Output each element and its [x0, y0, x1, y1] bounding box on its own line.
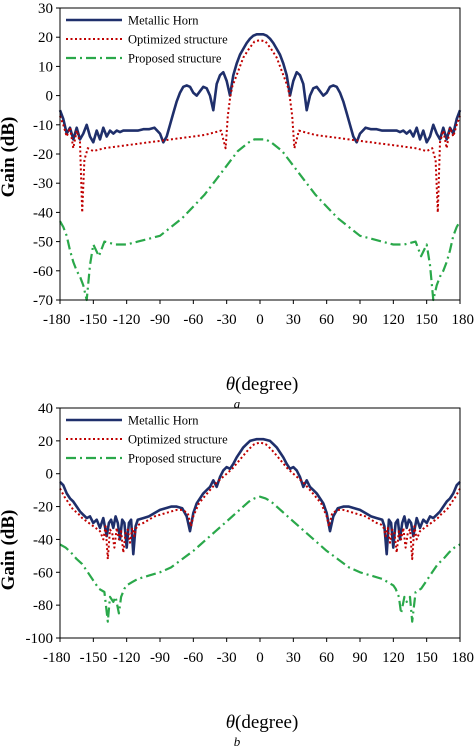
chart-b-y-tick-label: -80	[33, 598, 53, 614]
chart-b-x-tick-label: -150	[80, 650, 108, 666]
chart-b-x-tick-label: -180	[43, 650, 71, 666]
chart-b-x-tick-label: 30	[286, 650, 301, 666]
chart-a-legend-label: Optimized structure	[128, 33, 228, 47]
chart-a-x-tick-label: -30	[217, 312, 237, 328]
chart-b-x-tick-label: -30	[217, 650, 237, 666]
chart-b-legend-label: Optimized structure	[128, 433, 228, 447]
chart-b-y-axis-label: Gain (dB)	[0, 510, 19, 591]
chart-b-y-tick-label: -60	[33, 565, 53, 581]
chart-a-x-tick-label: 60	[319, 312, 334, 328]
chart-a-x-tick-label: 120	[382, 312, 405, 328]
chart-b-x-tick-label: -120	[113, 650, 141, 666]
chart-b-y-tick-label: 20	[38, 434, 53, 450]
chart-a-x-tick-label: -60	[183, 312, 203, 328]
chart-a-x-tick-label: 30	[286, 312, 301, 328]
chart-b-y-tick-label: 40	[38, 401, 53, 417]
chart-a-y-axis-label: Gain (dB)	[0, 117, 19, 198]
chart-a-x-tick-label: 90	[353, 312, 368, 328]
chart-b-x-axis-label: θ(degree)	[226, 712, 299, 733]
chart-b-x-tick-label: 150	[415, 650, 438, 666]
chart-b: Gain (dB) θ(degree) b -100 -80 -60 -40 -20 0 2…	[0, 401, 474, 749]
chart-a-y-tick-label: 10	[38, 59, 53, 75]
chart-a-x-axis-label: θ(degree)	[226, 374, 299, 395]
chart-a-caption: a	[234, 396, 241, 411]
chart-a-legend-label: Metallic Horn	[128, 14, 199, 28]
chart-a-y-tick-label: -50	[33, 235, 53, 251]
chart-b-legend-label: Metallic Horn	[128, 414, 199, 428]
chart-a: Gain (dB) θ(degree) a -70 -60 -50 -40 -30 -20…	[0, 1, 474, 411]
chart-a-y-tick-label: -10	[33, 118, 53, 134]
chart-a-x-tick-label: 150	[415, 312, 438, 328]
chart-a-y-tick-label: -60	[33, 264, 53, 280]
chart-a-x-tick-label: -120	[113, 312, 141, 328]
chart-b-x-tick-label: 120	[382, 650, 405, 666]
chart-a-x-tick-label: -150	[80, 312, 108, 328]
chart-a-x-tick-label: -90	[150, 312, 170, 328]
chart-a-x-tick-label: 180	[452, 312, 474, 328]
chart-a-y-tick-label: 0	[46, 89, 54, 105]
chart-a-y-tick-label: 30	[38, 1, 53, 17]
x-axis-unit: (degree)	[235, 374, 298, 395]
chart-b-y-tick-label: -20	[33, 500, 53, 516]
chart-b-y-tick-label: 0	[46, 467, 54, 483]
theta-symbol: θ	[226, 374, 235, 395]
chart-a-y-tick-label: -20	[33, 147, 53, 163]
chart-b-legend-label: Proposed structure	[128, 452, 222, 466]
chart-b-caption: b	[234, 734, 241, 749]
chart-b-y-tick-label: -100	[26, 631, 54, 647]
chart-a-y-tick-label: 20	[38, 30, 53, 46]
chart-a-series-metallic-horn	[58, 33, 462, 144]
chart-b-x-tick-label: -60	[183, 650, 203, 666]
chart-a-y-tick-label: -70	[33, 293, 53, 309]
theta-symbol: θ	[226, 712, 235, 733]
chart-a-series-proposed-structure	[59, 138, 461, 302]
chart-a-series-optimized-structure	[59, 39, 461, 214]
chart-b-x-tick-label: -90	[150, 650, 170, 666]
chart-b-series-optimized-structure	[59, 441, 461, 561]
chart-b-x-tick-label: 180	[452, 650, 474, 666]
chart-a-y-tick-label: -40	[33, 205, 53, 221]
chart-b-y-tick-label: -40	[33, 532, 53, 548]
chart-a-legend-label: Proposed structure	[128, 52, 222, 66]
chart-b-series-proposed-structure	[59, 495, 461, 623]
chart-b-series-metallic-horn	[59, 437, 461, 556]
chart-b-x-tick-label: 60	[319, 650, 334, 666]
chart-b-x-tick-label: 0	[256, 650, 264, 666]
chart-a-y-tick-label: -30	[33, 176, 53, 192]
chart-a-x-tick-label: -180	[43, 312, 71, 328]
chart-a-plot-frame	[59, 7, 461, 301]
chart-b-x-tick-label: 90	[353, 650, 368, 666]
chart-a-x-tick-label: 0	[256, 312, 264, 328]
x-axis-unit: (degree)	[235, 712, 298, 733]
